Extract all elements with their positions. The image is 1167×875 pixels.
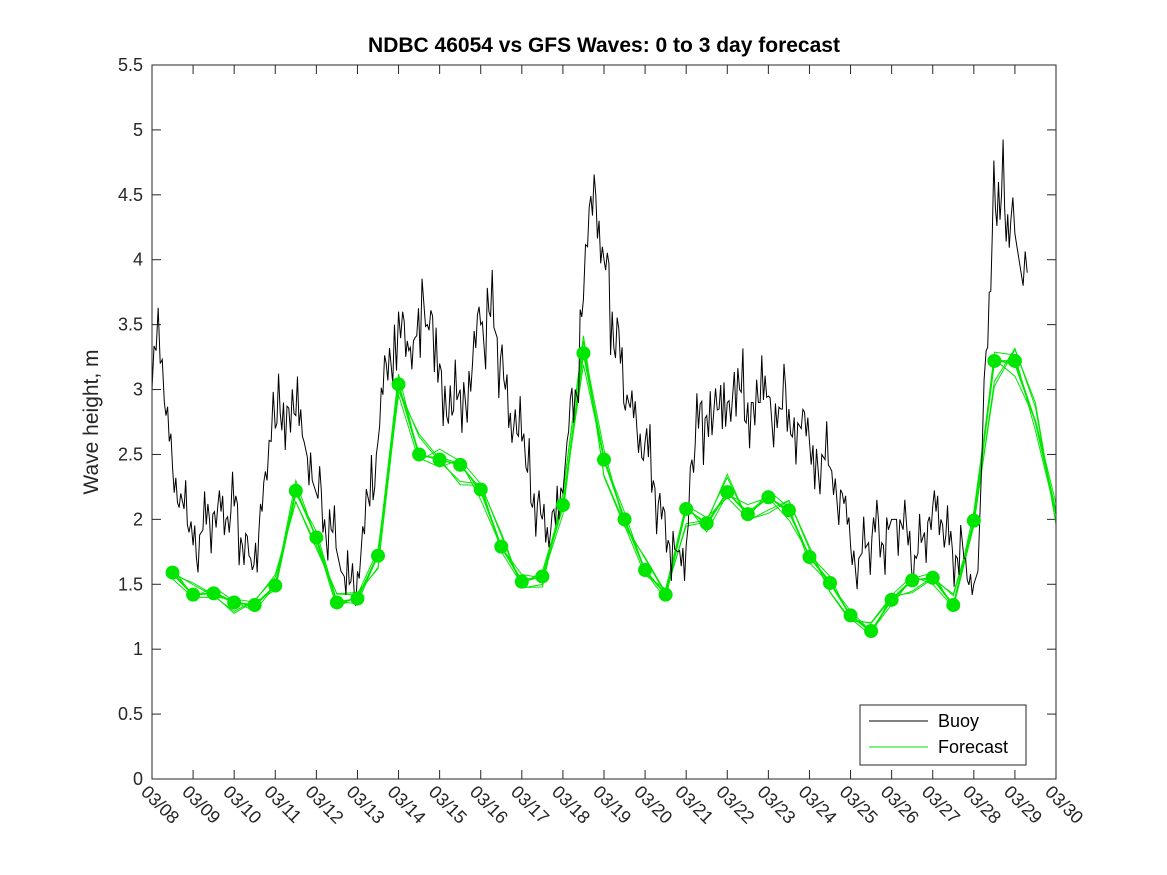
forecast-marker [453, 457, 468, 472]
y-tick-label: 2.5 [118, 444, 143, 464]
y-axis-label: Wave height, m [80, 349, 103, 494]
forecast-marker [391, 377, 406, 392]
forecast-marker [905, 573, 920, 588]
plot-area [152, 65, 1056, 779]
forecast-marker [165, 565, 180, 580]
forecast-marker [432, 452, 447, 467]
chart-title: NDBC 46054 vs GFS Waves: 0 to 3 day fore… [368, 34, 840, 57]
forecast-marker [864, 624, 879, 639]
forecast-marker [987, 353, 1002, 368]
forecast-marker [329, 595, 344, 610]
buoy-line [151, 139, 1028, 606]
forecast-marker [576, 346, 591, 361]
ticks-layer [151, 64, 1057, 780]
legend-buoy-label: Buoy [938, 711, 979, 731]
forecast-marker [843, 608, 858, 623]
forecast-marker [555, 498, 570, 513]
forecast-marker [823, 575, 837, 590]
legend: Buoy Forecast [859, 704, 1027, 766]
y-tick-label: 1.5 [118, 574, 143, 594]
plot-frame [151, 64, 1057, 780]
y-tick-label: 2 [133, 509, 143, 529]
forecast-marker [740, 507, 755, 522]
forecast-marker [288, 483, 303, 498]
forecast-member-line [172, 340, 1057, 624]
legend-forecast-label: Forecast [938, 737, 1008, 757]
forecast-marker [186, 587, 201, 602]
forecast-marker [473, 482, 488, 497]
forecast-marker [412, 447, 427, 462]
forecast-member-line [172, 335, 1057, 624]
y-tick-label: 4 [133, 250, 143, 270]
forecast-marker [494, 539, 509, 554]
y-tick-label: 0.5 [118, 704, 143, 724]
series-layer [151, 139, 1057, 639]
forecast-marker [638, 562, 653, 577]
forecast-marker [679, 501, 694, 516]
forecast-marker [884, 592, 899, 607]
forecast-marker [350, 591, 365, 606]
forecast-marker [247, 598, 262, 613]
forecast-marker [309, 530, 324, 545]
forecast-marker [227, 595, 242, 610]
forecast-marker [658, 587, 673, 602]
forecast-marker [699, 516, 714, 531]
forecast-marker [206, 586, 221, 601]
y-tick-label: 3 [133, 380, 143, 400]
forecast-marker [371, 548, 385, 563]
forecast-marker [1007, 353, 1022, 368]
forecast-marker [966, 513, 981, 528]
y-tick-label: 5 [133, 120, 143, 140]
y-tick-labels: 0 0.5 1 1.5 2 2.5 3 3.5 4 4.5 5 5.5 [118, 55, 143, 789]
forecast-marker [761, 490, 776, 505]
forecast-marker [617, 512, 632, 527]
forecast-marker [720, 485, 735, 500]
forecast-marker [946, 598, 961, 613]
forecast-marker [925, 570, 940, 585]
y-tick-label: 3.5 [118, 315, 143, 335]
forecast-marker [597, 452, 611, 467]
forecast-marker [514, 574, 529, 589]
forecast-marker [802, 550, 817, 565]
forecast-marker [781, 503, 796, 518]
y-tick-label: 1 [133, 639, 143, 659]
forecast-marker [535, 569, 550, 584]
forecast-marker [268, 578, 283, 593]
y-tick-label: 5.5 [118, 55, 143, 75]
legend-box [859, 704, 1027, 766]
y-tick-label: 0 [133, 769, 143, 789]
y-tick-label: 4.5 [118, 185, 143, 205]
